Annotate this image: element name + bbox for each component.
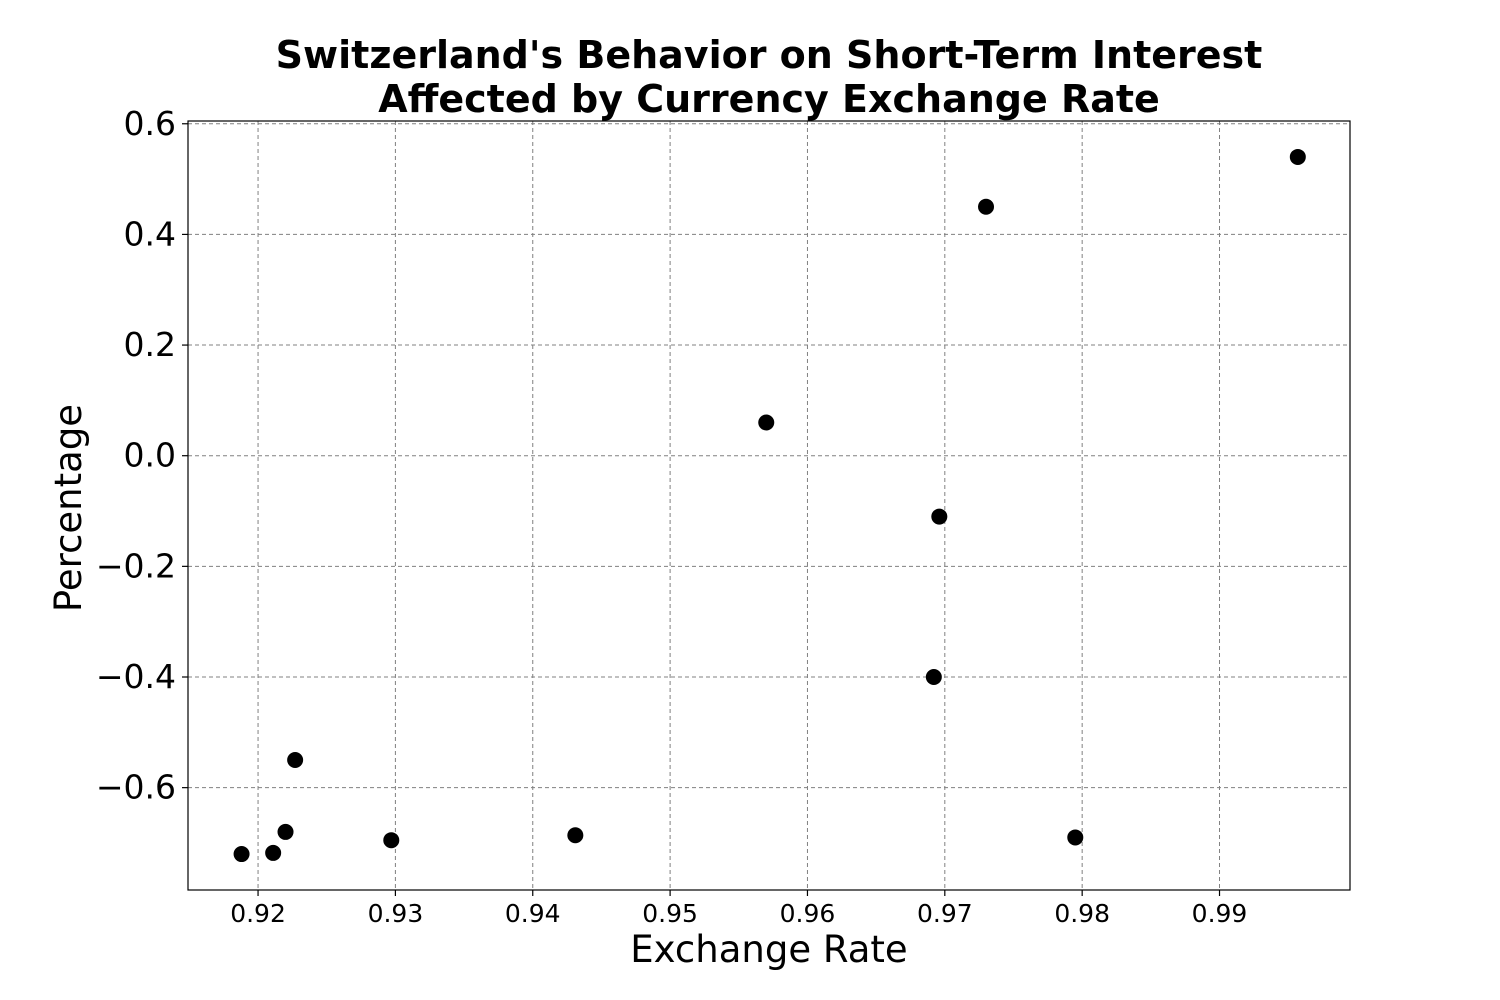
data-point (383, 832, 400, 849)
y-tick-label: 0.2 (124, 325, 176, 364)
data-point (978, 198, 995, 215)
data-point (758, 414, 775, 431)
y-tick-label: −0.6 (96, 768, 176, 807)
data-point (1289, 148, 1306, 165)
data-point (233, 846, 250, 863)
y-tick-label: 0.6 (124, 104, 176, 143)
y-tick-label: 0.4 (124, 214, 176, 253)
x-axis-label: Exchange Rate (630, 928, 907, 971)
chart-title-line-1: Switzerland's Behavior on Short-Term Int… (276, 33, 1263, 77)
x-tick-label: 0.95 (642, 899, 698, 928)
x-tick-label: 0.94 (505, 899, 561, 928)
x-tick-label: 0.93 (368, 899, 424, 928)
chart-title-line-2: Affected by Currency Exchange Rate (378, 77, 1160, 121)
y-tick-label: −0.2 (96, 546, 176, 585)
x-tick-label: 0.99 (1192, 899, 1248, 928)
chart-title: Switzerland's Behavior on Short-Term Int… (276, 33, 1263, 121)
x-tick-label: 0.92 (230, 899, 286, 928)
y-tick-label: −0.4 (96, 657, 176, 696)
y-tick-label: 0.0 (124, 436, 176, 475)
data-point (287, 751, 304, 768)
data-point (931, 508, 948, 525)
data-point (925, 669, 942, 686)
y-axis-label: Percentage (47, 404, 90, 612)
plot-area-frame (187, 120, 1351, 891)
x-tick-label: 0.96 (780, 899, 836, 928)
data-point (567, 827, 584, 844)
x-tick-label: 0.98 (1054, 899, 1110, 928)
data-points (233, 148, 1306, 863)
axis-ticks: 0.92 0.93 0.94 0.95 0.96 0.97 0.98 0.99 0.6 0.4 0.… (96, 104, 1247, 928)
data-point (1067, 829, 1084, 846)
data-point (265, 844, 282, 861)
x-tick-label: 0.97 (917, 899, 973, 928)
grid-lines (188, 121, 1350, 890)
data-point (277, 823, 294, 840)
